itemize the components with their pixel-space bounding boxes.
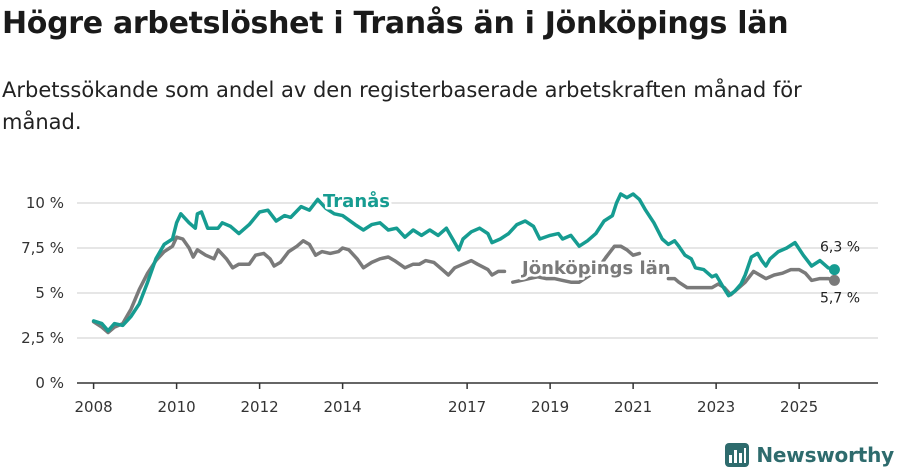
x-tick-label: 2025: [780, 398, 818, 416]
chart-title: Högre arbetslöshet i Tranås än i Jönköpi…: [2, 6, 789, 41]
y-tick-label: 7,5 %: [21, 239, 64, 257]
y-tick-label: 5 %: [35, 284, 64, 302]
x-tick-label: 2017: [448, 398, 486, 416]
brand-name: Newsworthy: [756, 443, 894, 467]
series-end-point-jonkoping: [828, 274, 840, 286]
y-tick-label: 2,5 %: [21, 329, 64, 347]
chart-subtitle: Arbetssökande som andel av den registerb…: [2, 78, 802, 134]
newsworthy-logo-icon: [725, 443, 750, 467]
series-label-jonkoping-halo: Jönköpings län: [520, 258, 671, 279]
series-line-jonkoping: [91, 235, 507, 335]
x-tick-label: 2012: [241, 398, 279, 416]
series-label-jonkoping: Jönköpings län: [520, 258, 671, 279]
end-label-tranas: 6,3 %: [820, 240, 860, 256]
x-tick-label: 2023: [697, 398, 735, 416]
series-label-tranas: Tranås: [323, 190, 390, 212]
series-line-tranas: [91, 192, 837, 333]
series-line-jonkoping: [511, 255, 608, 284]
x-tick-label: 2014: [324, 398, 362, 416]
series-end-point-tranas: [828, 264, 840, 276]
x-tick-label: 2010: [158, 398, 196, 416]
x-tick-label: 2008: [75, 398, 113, 416]
brand-logo: Newsworthy: [724, 442, 894, 468]
y-tick-label: 0 %: [35, 374, 64, 392]
y-tick-label: 10 %: [26, 194, 64, 212]
end-label-jonkoping: 5,7 %: [820, 290, 860, 306]
x-tick-label: 2021: [614, 398, 652, 416]
series-line-jonkoping: [604, 244, 642, 259]
x-tick-label: 2019: [531, 398, 569, 416]
series-line-jonkoping: [666, 267, 837, 297]
series-label-tranas-halo: Tranås: [323, 190, 390, 212]
